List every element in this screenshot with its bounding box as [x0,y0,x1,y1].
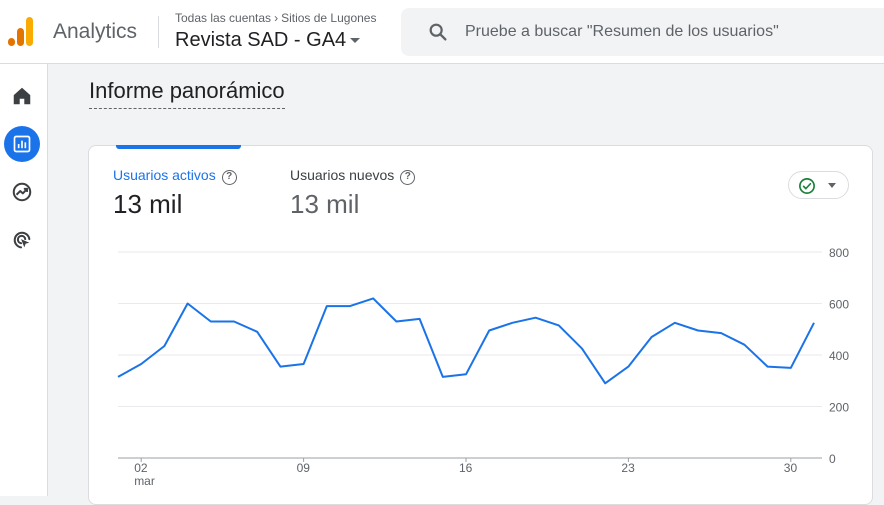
home-icon [13,87,31,105]
metric-label: Usuarios activos [113,167,216,183]
metric-value: 13 mil [290,189,360,219]
y-tick-label: 600 [829,298,849,312]
x-tick-label: 23 [621,461,635,475]
metric-value: 13 mil [113,189,183,219]
left-nav [0,64,48,496]
nav-explore[interactable] [4,174,40,210]
page-title[interactable]: Informe panorámico [89,78,285,109]
nav-reports[interactable] [4,126,40,162]
search-icon [429,23,447,41]
analytics-logo-icon[interactable] [8,16,36,48]
reports-icon [13,135,31,153]
help-icon[interactable]: ? [400,170,416,185]
breadcrumb-separator: › [274,11,279,25]
x-tick-label: 09 [297,461,311,475]
x-tick-label: 30 [784,461,798,475]
metric-tab-new-users[interactable]: Usuarios nuevos? [290,167,416,185]
series-line-active-users [117,297,815,385]
app-name[interactable]: Analytics [53,20,138,43]
property-selector[interactable]: Revista SAD - GA4 [175,29,361,52]
chevron-down-icon [828,183,836,188]
breadcrumb-account: Todas las cuentas [175,11,272,25]
insights-status-button[interactable] [788,171,849,199]
help-icon[interactable]: ? [221,170,237,185]
search-bar[interactable] [401,8,884,56]
metric-tab-active-users[interactable]: Usuarios activos? [113,167,237,185]
y-tick-label: 800 [829,246,849,260]
top-bar: Analytics Todas las cuentas › Sitios de Lu… [0,0,884,64]
property-name: Revista SAD - GA4 [175,29,347,51]
x-tick-sublabel: mar [134,474,155,488]
y-tick-label: 0 [829,452,836,466]
chevron-down-icon [350,38,361,44]
overview-card [88,145,873,505]
header-divider [158,16,159,48]
breadcrumb[interactable]: Todas las cuentas › Sitios de Lugones [175,11,376,25]
nav-advertising[interactable] [4,222,40,258]
search-input[interactable] [465,20,875,44]
x-tick-label: 16 [459,461,473,475]
y-tick-label: 200 [829,401,849,415]
selected-tab-indicator [116,145,241,149]
advertising-icon [13,231,31,249]
breadcrumb-site: Sitios de Lugones [281,11,377,25]
check-circle-icon [799,178,815,194]
y-tick-label: 400 [829,349,849,363]
x-tick-label: 02 [134,461,148,475]
metric-label: Usuarios nuevos [290,167,395,183]
nav-home[interactable] [4,78,40,114]
explore-icon [12,182,32,202]
